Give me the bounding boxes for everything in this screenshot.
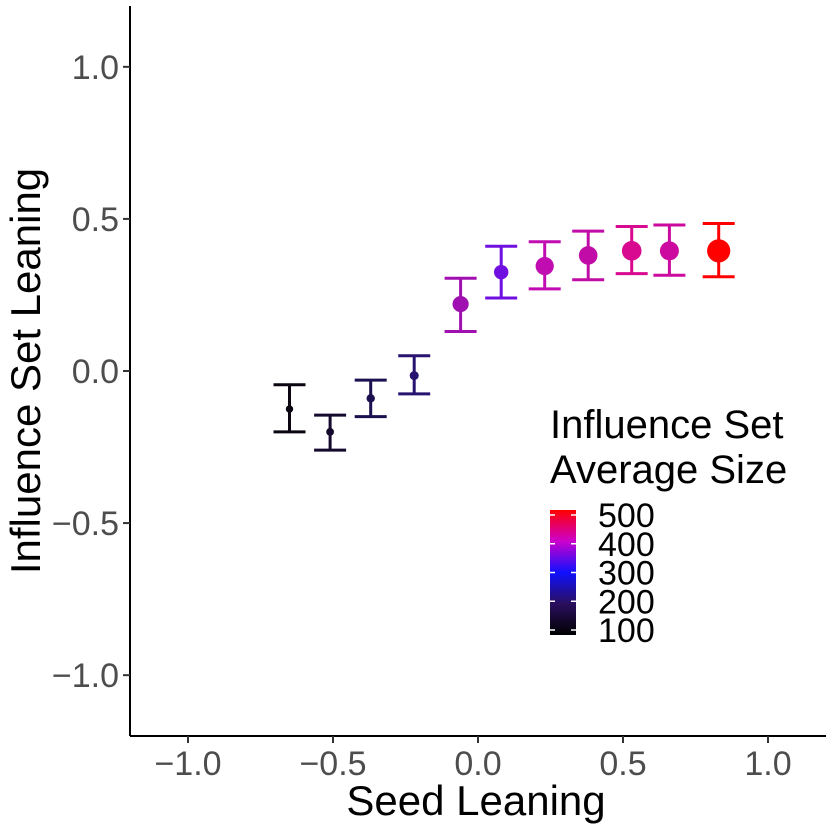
data-point — [326, 427, 334, 436]
x-tick-label: 0.5 — [599, 745, 646, 783]
data-point — [366, 394, 375, 403]
y-tick-label: −1.0 — [52, 657, 119, 695]
legend-label: 100 — [598, 612, 655, 650]
y-ticks: −1.0 −0.5 0.0 0.5 1.0 — [52, 49, 130, 695]
legend-label: 500 — [598, 497, 655, 535]
legend-label: 400 — [598, 526, 655, 564]
legend-label: 200 — [598, 583, 655, 621]
data-point — [494, 264, 509, 280]
x-ticks: −1.0 −0.5 0.0 0.5 1.0 — [154, 736, 792, 783]
y-tick-label: 1.0 — [72, 49, 119, 87]
axes — [129, 6, 826, 737]
x-axis-title: Seed Leaning — [346, 777, 605, 824]
y-tick-label: 0.5 — [72, 201, 119, 239]
points — [285, 239, 731, 436]
legend-title-line1: Influence Set — [550, 403, 784, 447]
x-tick-label: 0.0 — [454, 745, 501, 783]
x-tick-label: 1.0 — [744, 745, 791, 783]
data-point — [578, 246, 598, 265]
data-point — [621, 241, 642, 261]
y-tick-label: 0.0 — [72, 353, 119, 391]
data-point — [285, 405, 294, 413]
x-tick-label: −1.0 — [154, 745, 221, 783]
y-tick-label: −0.5 — [52, 505, 119, 543]
data-point — [409, 371, 419, 381]
legend: Influence Set Average Size 1002003004005… — [550, 403, 787, 650]
x-tick-label: −0.5 — [299, 745, 366, 783]
legend-label: 300 — [598, 555, 655, 593]
legend-title-line2: Average Size — [550, 448, 787, 492]
data-point — [659, 241, 679, 261]
data-point — [535, 256, 554, 276]
y-axis-title: Influence Set Leaning — [2, 168, 49, 574]
data-point — [707, 239, 731, 263]
data-point — [452, 295, 469, 313]
